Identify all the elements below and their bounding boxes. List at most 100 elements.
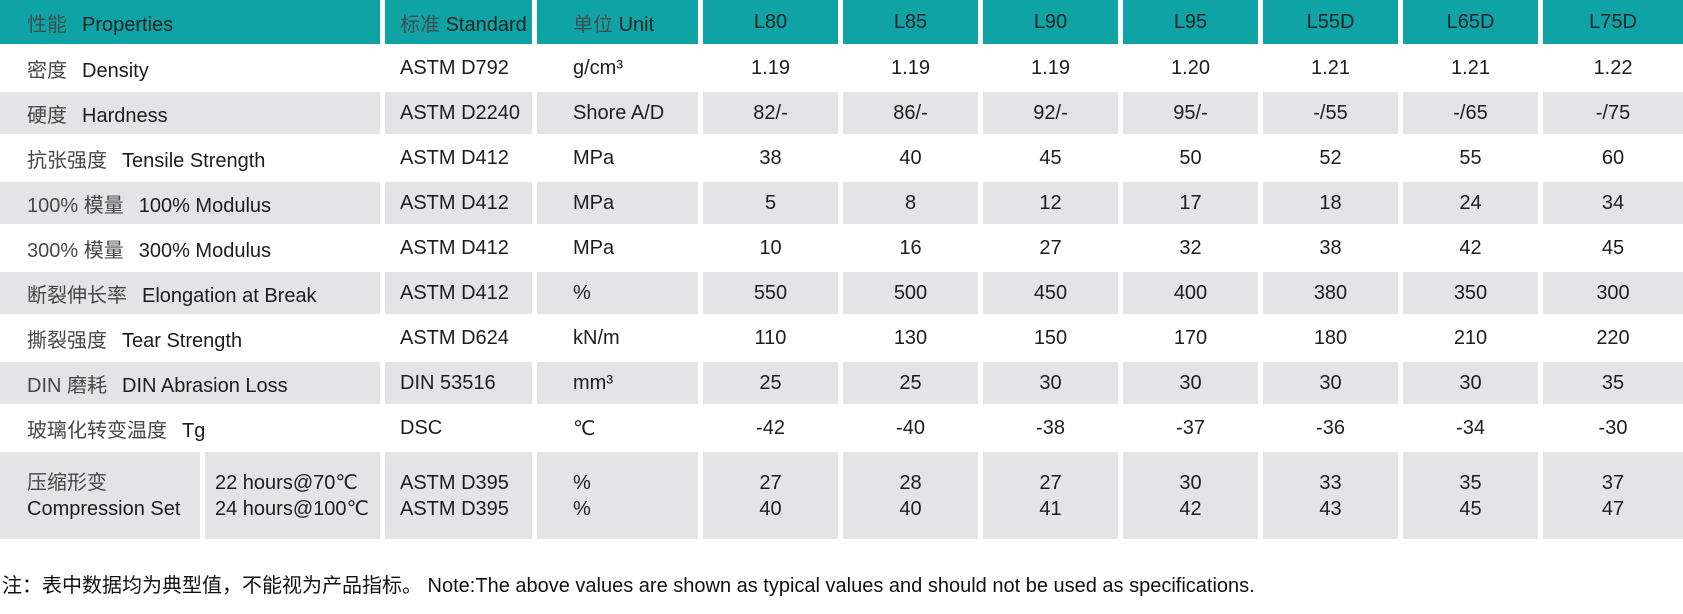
property-en-label: 100% Modulus <box>138 194 272 217</box>
unit-cell: MPa <box>537 227 703 272</box>
value-cell: 300 <box>1543 272 1683 317</box>
value-cell: 30 <box>1263 362 1403 407</box>
property-en-label: Elongation at Break <box>142 284 317 307</box>
property-cell: 100% 模量 100% Modulus <box>0 182 385 227</box>
value-cell: 1.21 <box>1263 47 1403 92</box>
value-cell: 30 <box>983 362 1123 407</box>
value-cell: 550 <box>703 272 843 317</box>
property-zh-label: 玻璃化转变温度 <box>27 419 167 442</box>
property-zh-label: 断裂伸长率 <box>27 284 127 307</box>
grade-header-l90: L90 <box>983 0 1123 47</box>
property-cell: 300% 模量 300% Modulus <box>0 227 385 272</box>
standard-cell: DIN 53516 <box>385 362 537 407</box>
value-cell: 42 <box>1403 227 1543 272</box>
standard-header-zh: 标准 <box>400 13 440 36</box>
standard-header-en: Standard <box>445 13 527 36</box>
properties-header-en: Properties <box>82 13 174 36</box>
table-row-hardness: 硬度 Hardness ASTM D2240 Shore A/D 82/- 86/… <box>0 92 1683 137</box>
value-cell: 24 <box>1403 182 1543 227</box>
unit-cell: ℃ <box>537 407 703 452</box>
property-en-label: Hardness <box>82 104 168 127</box>
value-cell: 40 <box>843 137 983 182</box>
value-cell: 1.20 <box>1123 47 1263 92</box>
grade-header-l55d: L55D <box>1263 0 1403 47</box>
value-cell: 1.19 <box>983 47 1123 92</box>
value-cell: 37 47 <box>1543 452 1683 542</box>
value-cell: 38 <box>703 137 843 182</box>
unit-cell: % % <box>537 452 703 542</box>
property-cell: 断裂伸长率 Elongation at Break <box>0 272 385 317</box>
value-cell: 220 <box>1543 317 1683 362</box>
property-en-label: 300% Modulus <box>138 239 272 262</box>
unit-cell: mm³ <box>537 362 703 407</box>
value-cell: 5 <box>703 182 843 227</box>
table-row-tear-strength: 撕裂强度 Tear Strength ASTM D624 kN/m 110 130… <box>0 317 1683 362</box>
unit-cell: MPa <box>537 182 703 227</box>
unit-header-en: Unit <box>618 13 655 36</box>
property-en-label: Compression Set <box>27 497 181 520</box>
value-cell: -30 <box>1543 407 1683 452</box>
standard-cell: ASTM D412 <box>385 272 537 317</box>
unit-cell: g/cm³ <box>537 47 703 92</box>
table-header-row: 性能 Properties 标准 Standard 单位 Unit L80 L85… <box>0 0 1683 47</box>
value-cell: -/75 <box>1543 92 1683 137</box>
value-cell: 350 <box>1403 272 1543 317</box>
condition-label: 22 hours@70℃ <box>215 471 358 494</box>
value-cell: 30 <box>1403 362 1543 407</box>
value-cell: -34 <box>1403 407 1543 452</box>
grade-header-l85: L85 <box>843 0 983 47</box>
value-cell: 25 <box>703 362 843 407</box>
unit-cell: MPa <box>537 137 703 182</box>
unit-label: % <box>573 471 591 494</box>
standard-cell: ASTM D412 <box>385 182 537 227</box>
value-cell: 12 <box>983 182 1123 227</box>
unit-cell: % <box>537 272 703 317</box>
property-cell: 硬度 Hardness <box>0 92 385 137</box>
grade-header-l65d: L65D <box>1403 0 1543 47</box>
properties-table: 性能 Properties 标准 Standard 单位 Unit L80 L85… <box>0 0 1683 542</box>
property-cell: 玻璃化转变温度 Tg <box>0 407 385 452</box>
value-cell: 1.19 <box>843 47 983 92</box>
standard-cell: ASTM D2240 <box>385 92 537 137</box>
value-cell: 400 <box>1123 272 1263 317</box>
property-cell: DIN 磨耗 DIN Abrasion Loss <box>0 362 385 407</box>
property-en-label: Tear Strength <box>122 329 243 352</box>
property-cell: 抗张强度 Tensile Strength <box>0 137 385 182</box>
property-zh-label: 300% 模量 <box>27 239 124 262</box>
value-cell: 35 45 <box>1403 452 1543 542</box>
table-row-din-abrasion: DIN 磨耗 DIN Abrasion Loss DIN 53516 mm³ 25… <box>0 362 1683 407</box>
value-cell: 92/- <box>983 92 1123 137</box>
unit-cell: Shore A/D <box>537 92 703 137</box>
standard-cell: ASTM D412 <box>385 227 537 272</box>
property-zh-label: 撕裂强度 <box>27 329 107 352</box>
property-zh-label: 100% 模量 <box>27 194 124 217</box>
value-cell: 27 41 <box>983 452 1123 542</box>
value-cell: 45 <box>983 137 1123 182</box>
value-cell: -37 <box>1123 407 1263 452</box>
value-cell: 210 <box>1403 317 1543 362</box>
standard-cell: ASTM D395 ASTM D395 <box>385 452 537 542</box>
unit-cell: kN/m <box>537 317 703 362</box>
value-cell: 180 <box>1263 317 1403 362</box>
value-cell: 150 <box>983 317 1123 362</box>
value-cell: 1.22 <box>1543 47 1683 92</box>
properties-header-zh: 性能 <box>27 13 67 36</box>
value-cell: 52 <box>1263 137 1403 182</box>
value-cell: 30 <box>1123 362 1263 407</box>
value-cell: -40 <box>843 407 983 452</box>
property-zh-label: 密度 <box>27 59 67 82</box>
unit-header: 单位 Unit <box>537 0 703 47</box>
table-row-300-modulus: 300% 模量 300% Modulus ASTM D412 MPa 10 16 … <box>0 227 1683 272</box>
standard-cell: ASTM D792 <box>385 47 537 92</box>
unit-header-zh: 单位 <box>573 13 613 36</box>
value-cell: -38 <box>983 407 1123 452</box>
table-row-compression-set: 压缩形变 Compression Set 22 hours@70℃ 24 hou… <box>0 452 1683 542</box>
property-cell: 密度 Density <box>0 47 385 92</box>
value-cell: 130 <box>843 317 983 362</box>
table-row-tensile-strength: 抗张强度 Tensile Strength ASTM D412 MPa 38 40… <box>0 137 1683 182</box>
value-cell: 28 40 <box>843 452 983 542</box>
table-row-density: 密度 Density ASTM D792 g/cm³ 1.19 1.19 1.19… <box>0 47 1683 92</box>
value-cell: 82/- <box>703 92 843 137</box>
property-en-label: Tensile Strength <box>122 149 266 172</box>
standard-cell: DSC <box>385 407 537 452</box>
